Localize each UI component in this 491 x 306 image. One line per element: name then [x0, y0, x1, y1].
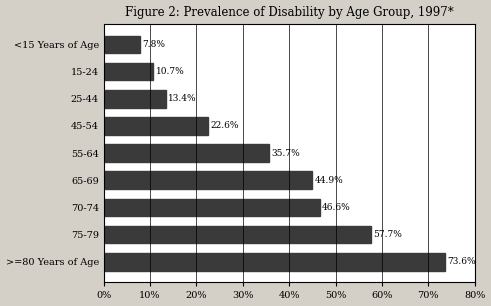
Text: 44.9%: 44.9% — [314, 176, 343, 185]
Title: Figure 2: Prevalence of Disability by Age Group, 1997*: Figure 2: Prevalence of Disability by Ag… — [125, 6, 454, 19]
Bar — [104, 63, 153, 80]
Bar — [104, 226, 371, 244]
Text: 73.6%: 73.6% — [447, 257, 476, 266]
Text: 57.7%: 57.7% — [374, 230, 403, 239]
Bar — [104, 253, 445, 271]
Bar — [104, 90, 166, 108]
Text: 22.6%: 22.6% — [211, 121, 239, 130]
Text: 13.4%: 13.4% — [168, 94, 197, 103]
Bar — [104, 35, 140, 53]
Text: 10.7%: 10.7% — [156, 67, 184, 76]
Bar — [104, 171, 312, 189]
Text: 46.6%: 46.6% — [322, 203, 351, 212]
Bar — [104, 144, 269, 162]
Text: 35.7%: 35.7% — [272, 149, 300, 158]
Text: 7.8%: 7.8% — [142, 40, 165, 49]
Bar — [104, 199, 320, 216]
Bar — [104, 117, 209, 135]
